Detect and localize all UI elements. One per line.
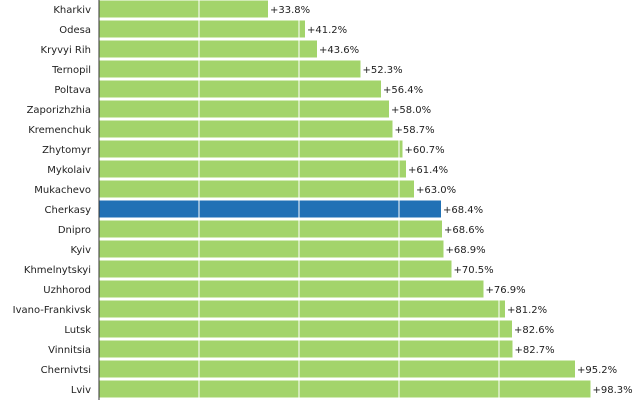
bar-cherkasy bbox=[99, 200, 441, 218]
value-label: +52.3% bbox=[363, 65, 403, 76]
value-label: +82.7% bbox=[515, 345, 555, 356]
bar-khmelnytskyi bbox=[99, 260, 452, 278]
category-label: Uzhhorod bbox=[43, 285, 91, 296]
bar-kremenchuk bbox=[99, 120, 393, 138]
category-label: Kryvyi Rih bbox=[41, 45, 91, 56]
bar-zaporizhzhia bbox=[99, 100, 389, 118]
bars-group bbox=[99, 0, 591, 398]
value-label: +70.5% bbox=[454, 265, 494, 276]
gridlines-group bbox=[198, 0, 500, 400]
value-label: +63.0% bbox=[416, 185, 456, 196]
category-label: Zhytomyr bbox=[42, 145, 92, 156]
category-label: Zaporizhzhia bbox=[27, 105, 91, 116]
value-label: +58.7% bbox=[395, 125, 435, 136]
bar-ivano-frankivsk bbox=[99, 300, 505, 318]
value-label: +33.8% bbox=[270, 5, 310, 16]
category-label: Khmelnytskyi bbox=[24, 265, 91, 276]
bar-vinnitsia bbox=[99, 340, 513, 358]
bar-poltava bbox=[99, 80, 381, 98]
bar-uzhhorod bbox=[99, 280, 484, 298]
category-label: Ivano-Frankivsk bbox=[13, 305, 92, 316]
category-label: Kremenchuk bbox=[28, 125, 91, 136]
value-label: +41.2% bbox=[307, 25, 347, 36]
bar-zhytomyr bbox=[99, 140, 403, 158]
value-label: +81.2% bbox=[507, 305, 547, 316]
category-label: Dnipro bbox=[58, 225, 91, 236]
bar-kharkiv bbox=[99, 0, 268, 18]
category-label: Mukachevo bbox=[34, 185, 91, 196]
bar-dnipro bbox=[99, 220, 442, 238]
value-label: +68.9% bbox=[446, 245, 486, 256]
bar-mykolaiv bbox=[99, 160, 406, 178]
category-label: Chernivtsi bbox=[41, 365, 91, 376]
labels-group: Kharkiv +33.8% Odesa +41.2% Kryvyi Rih +43.6%… bbox=[13, 5, 633, 396]
value-label: +68.6% bbox=[444, 225, 484, 236]
value-label: +98.3% bbox=[593, 385, 633, 396]
category-label: Odesa bbox=[59, 25, 91, 36]
bar-chernivtsi bbox=[99, 360, 575, 378]
category-label: Vinnitsia bbox=[48, 345, 91, 356]
category-label: Kharkiv bbox=[53, 5, 91, 16]
bar-lutsk bbox=[99, 320, 512, 338]
value-label: +82.6% bbox=[514, 325, 554, 336]
value-label: +76.9% bbox=[486, 285, 526, 296]
bar-odesa bbox=[99, 20, 305, 38]
value-label: +58.0% bbox=[391, 105, 431, 116]
category-label: Lviv bbox=[71, 385, 91, 396]
category-label: Kyiv bbox=[71, 245, 92, 256]
category-label: Cherkasy bbox=[45, 205, 92, 216]
value-label: +56.4% bbox=[383, 85, 423, 96]
bar-ternopil bbox=[99, 60, 361, 78]
bar-lviv bbox=[99, 380, 591, 398]
value-label: +68.4% bbox=[443, 205, 483, 216]
value-label: +61.4% bbox=[408, 165, 448, 176]
value-label: +43.6% bbox=[319, 45, 359, 56]
value-label: +60.7% bbox=[405, 145, 445, 156]
category-label: Mykolaiv bbox=[47, 165, 91, 176]
bar-kyiv bbox=[99, 240, 444, 258]
category-label: Poltava bbox=[54, 85, 91, 96]
bar-kryvyi-rih bbox=[99, 40, 317, 58]
value-label: +95.2% bbox=[577, 365, 617, 376]
bar-mukachevo bbox=[99, 180, 414, 198]
category-label: Ternopil bbox=[51, 65, 91, 76]
category-label: Lutsk bbox=[64, 325, 91, 336]
